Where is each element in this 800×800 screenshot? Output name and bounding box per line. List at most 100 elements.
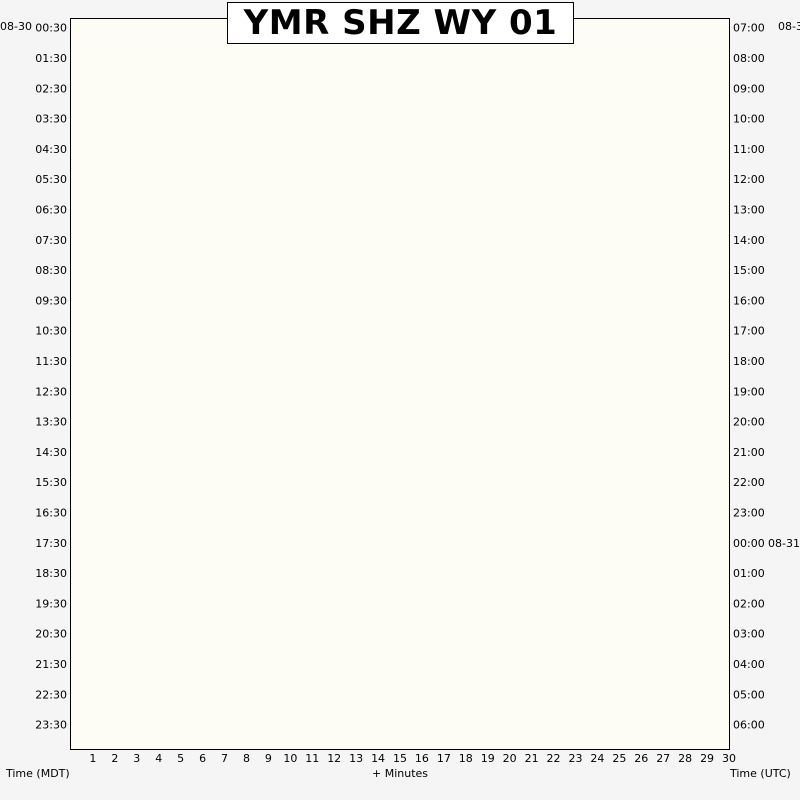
left-time-label: 12:30 (35, 385, 67, 398)
left-time-label: 01:30 (35, 52, 67, 65)
right-time-label: 05:00 (733, 688, 765, 701)
x-tick-label: 7 (221, 752, 228, 765)
left-time-label: 07:30 (35, 234, 67, 247)
x-tick-label: 1 (89, 752, 96, 765)
chart-title: YMR SHZ WY 01 (243, 3, 558, 43)
trace-row-40 (70, 615, 729, 622)
left-time-label: 14:30 (35, 446, 67, 459)
left-time-label: 04:30 (35, 143, 67, 156)
right-time-label: 01:00 (733, 567, 765, 580)
trace-row-26 (70, 402, 729, 410)
x-tick-label: 24 (590, 752, 604, 765)
trace-row-30 (70, 462, 729, 473)
trace-row-46 (70, 698, 729, 718)
left-time-label: 02:30 (35, 82, 67, 95)
trace-row-22 (70, 342, 729, 350)
trace-row-43 (70, 658, 729, 672)
right-time-label: 13:00 (733, 203, 765, 216)
right-time-label: 03:00 (733, 628, 765, 641)
right-time-label: 20:00 (733, 416, 765, 429)
trace-row-24 (70, 372, 729, 380)
trace-row-38 (70, 583, 729, 592)
right-time-label: 06:00 (733, 719, 765, 732)
x-axis-title: + Minutes (372, 767, 429, 780)
trace-row-32 (70, 489, 729, 505)
chart-title-box: YMR SHZ WY 01 (227, 2, 574, 44)
trace-row-23 (70, 357, 729, 365)
trace-row-15 (70, 234, 729, 244)
right-time-label: 10:00 (733, 113, 765, 126)
trace-row-9 (70, 138, 729, 160)
left-time-axis: 00:30 01:30 02:30 03:30 04:30 05:30 06:30 07:30… (35, 22, 67, 732)
trace-row-4 (70, 69, 729, 76)
x-tick-label: 2 (111, 752, 118, 765)
x-tick-label: 5 (177, 752, 184, 765)
trace-row-28 (70, 433, 729, 444)
x-tick-label: 14 (371, 752, 385, 765)
left-time-label: 20:30 (35, 628, 67, 641)
left-time-label: 10:30 (35, 325, 67, 338)
left-time-label: 03:30 (35, 113, 67, 126)
right-time-label: 11:00 (733, 143, 765, 156)
left-time-label: 15:30 (35, 476, 67, 489)
trace-row-7 (70, 116, 729, 121)
trace-row-44 (70, 675, 729, 683)
left-time-label: 16:30 (35, 506, 67, 519)
x-tick-label: 25 (612, 752, 626, 765)
right-time-label: 21:00 (733, 446, 765, 459)
trace-row-16 (70, 249, 729, 261)
trace-row-13 (70, 185, 729, 229)
x-tick-label: 9 (265, 752, 272, 765)
x-tick-label: 22 (547, 752, 561, 765)
x-tick-label: 3 (133, 752, 140, 765)
x-tick-label: 19 (481, 752, 495, 765)
right-time-axis: 07:00 08:00 09:00 10:00 11:00 12:00 13:00 14:00… (733, 22, 800, 732)
trace-row-11 (70, 172, 729, 185)
x-tick-label: 29 (700, 752, 714, 765)
x-tick-label: 4 (155, 752, 162, 765)
right-time-label: 14:00 (733, 234, 765, 247)
x-tick-label: 15 (393, 752, 407, 765)
x-tick-label: 27 (656, 752, 670, 765)
left-time-label: 22:30 (35, 688, 67, 701)
trace-row-8 (70, 125, 729, 142)
trace-row-29 (70, 447, 729, 461)
right-time-label: 09:00 (733, 82, 765, 95)
x-tick-label: 21 (525, 752, 539, 765)
left-time-label: 09:30 (35, 294, 67, 307)
right-time-label: 15:00 (733, 264, 765, 277)
trace-row-21 (70, 326, 729, 335)
right-date-label: 08-30 (778, 20, 800, 33)
right-time-label: 00:00 (733, 537, 765, 550)
x-tick-label: 12 (327, 752, 341, 765)
right-time-label: 18:00 (733, 355, 765, 368)
right-time-label: 12:00 (733, 173, 765, 186)
x-tick-label: 10 (283, 752, 297, 765)
x-tick-label: 26 (634, 752, 648, 765)
right-time-label: 16:00 (733, 294, 765, 307)
x-tick-label: 20 (503, 752, 517, 765)
x-tick-label: 11 (305, 752, 319, 765)
left-time-label: 13:30 (35, 416, 67, 429)
right-time-label: 02:00 (733, 597, 765, 610)
x-tick-label: 6 (199, 752, 206, 765)
trace-row-45 (70, 691, 729, 697)
left-time-label: 08:30 (35, 264, 67, 277)
minute-grid (92, 19, 708, 749)
right-time-label: 08:00 (733, 52, 765, 65)
right-time-label: 23:00 (733, 506, 765, 519)
x-tick-label: 8 (243, 752, 250, 765)
left-time-label: 19:30 (35, 597, 67, 610)
x-tick-label: 28 (678, 752, 692, 765)
trace-row-27 (70, 417, 729, 425)
right-time-label: 17:00 (733, 325, 765, 338)
left-time-label: 06:30 (35, 203, 67, 216)
x-tick-label: 23 (568, 752, 582, 765)
left-time-label: 11:30 (35, 355, 67, 368)
x-tick-label: 13 (349, 752, 363, 765)
trace-row-25 (70, 387, 729, 395)
left-time-label: 05:30 (35, 173, 67, 186)
right-axis-title: Time (UTC) (730, 767, 791, 780)
left-time-label: 21:30 (35, 658, 67, 671)
